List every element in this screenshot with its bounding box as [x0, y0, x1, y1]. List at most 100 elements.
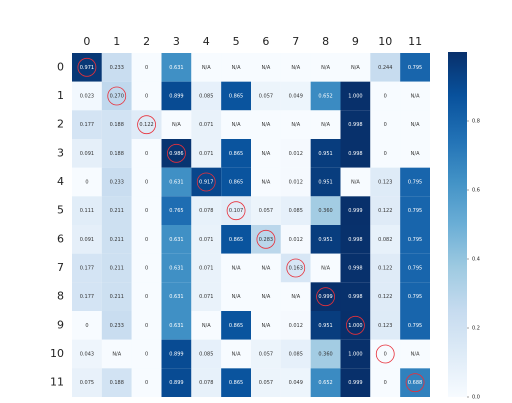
na-cell — [400, 110, 430, 139]
cell-label: 0.270 — [110, 94, 124, 100]
cell-label: 0.865 — [229, 94, 243, 100]
na-cell — [310, 110, 341, 139]
cell-label: 0.071 — [199, 122, 213, 128]
colorbar-tick-label: 0.4 — [472, 257, 480, 263]
na-cell — [251, 253, 281, 283]
na-cell — [280, 282, 311, 311]
cell — [101, 368, 132, 397]
cell-label: 0 — [384, 352, 387, 358]
cell — [310, 225, 341, 254]
x-tick-label: 2 — [143, 35, 150, 48]
x-tick-label: 3 — [173, 35, 180, 48]
cell-label: 0.107 — [229, 208, 243, 214]
na-cell — [251, 282, 281, 311]
cell-label: 0.865 — [229, 180, 243, 186]
cell-label: 0.043 — [80, 352, 94, 358]
cell — [400, 282, 430, 311]
cell — [101, 225, 132, 254]
cell-label: 0.795 — [408, 208, 422, 214]
cell-label: 0.075 — [80, 380, 94, 386]
cell-label: N/A — [291, 294, 300, 300]
cell — [101, 139, 132, 168]
y-tick-label: 10 — [50, 347, 64, 360]
na-cell — [221, 282, 251, 311]
cell — [161, 368, 192, 397]
na-cell — [191, 311, 222, 340]
cell-label: 0.795 — [408, 65, 422, 71]
cell — [161, 167, 192, 197]
y-tick-label: 4 — [57, 175, 64, 188]
diagonal-highlight — [346, 315, 365, 335]
cell-label: N/A — [291, 65, 300, 71]
cell-label: 0 — [145, 380, 148, 386]
cell-label: 0.012 — [289, 237, 303, 243]
cell-label: 0.188 — [110, 151, 124, 157]
cell — [400, 225, 430, 254]
cell-label: 0.999 — [348, 208, 362, 214]
na-cell — [221, 253, 251, 283]
cell — [400, 253, 430, 283]
cell — [101, 253, 132, 283]
cell — [221, 139, 251, 168]
cell-label: 0.999 — [348, 380, 362, 386]
y-tick-label: 7 — [57, 261, 64, 274]
cell-label: N/A — [321, 65, 330, 71]
cell — [161, 196, 192, 225]
cell-label: 0.085 — [289, 352, 303, 358]
cell — [251, 196, 281, 225]
na-cell — [280, 53, 311, 82]
cell-label: N/A — [232, 352, 241, 358]
na-cell — [280, 110, 311, 139]
cell-label: 0 — [145, 180, 148, 186]
na-cell — [161, 110, 192, 139]
cell — [280, 368, 311, 397]
cell-label: 0 — [145, 94, 148, 100]
cell — [72, 225, 102, 254]
cell — [400, 368, 430, 397]
cell — [370, 311, 401, 340]
colorbar-tick-label: 0.8 — [472, 119, 480, 125]
cell — [161, 282, 192, 311]
cell — [400, 196, 430, 225]
na-cell — [310, 253, 341, 283]
cell-label: 0.998 — [348, 122, 362, 128]
colorbar-tick-label: 0.0 — [472, 395, 480, 401]
cell — [131, 139, 162, 168]
cell — [191, 81, 222, 111]
cell-label: 0.631 — [169, 294, 183, 300]
cell — [161, 253, 192, 283]
cell — [72, 81, 102, 111]
cell — [101, 196, 132, 225]
x-tick-label: 11 — [408, 35, 422, 48]
cell-label: 0.631 — [169, 323, 183, 329]
cell — [161, 339, 192, 369]
cell-label: 0.795 — [408, 266, 422, 272]
diagonal-highlight — [107, 86, 127, 106]
na-cell — [251, 53, 281, 82]
cell — [370, 225, 401, 254]
cell — [221, 167, 251, 197]
cell — [340, 368, 371, 397]
cell — [221, 196, 251, 225]
cell-label: N/A — [261, 294, 270, 300]
cell-label: 0.078 — [199, 380, 213, 386]
cell-label: 0 — [145, 65, 148, 71]
cell — [310, 139, 341, 168]
cell — [101, 110, 132, 139]
cell-label: N/A — [232, 122, 241, 128]
cell — [191, 196, 222, 225]
na-cell — [101, 339, 132, 369]
na-cell — [310, 53, 341, 82]
cell — [131, 253, 162, 283]
x-tick-label: 1 — [113, 35, 120, 48]
cell-label: 0.085 — [199, 352, 213, 358]
cell — [101, 311, 132, 340]
cell — [340, 253, 371, 283]
cell — [280, 139, 311, 168]
cell-label: 0.795 — [408, 237, 422, 243]
cell-label: 0.057 — [259, 208, 273, 214]
cell-label: N/A — [351, 65, 360, 71]
diagonal-highlight — [226, 201, 246, 221]
cell-label: 0 — [145, 352, 148, 358]
cell-label: N/A — [411, 352, 420, 358]
